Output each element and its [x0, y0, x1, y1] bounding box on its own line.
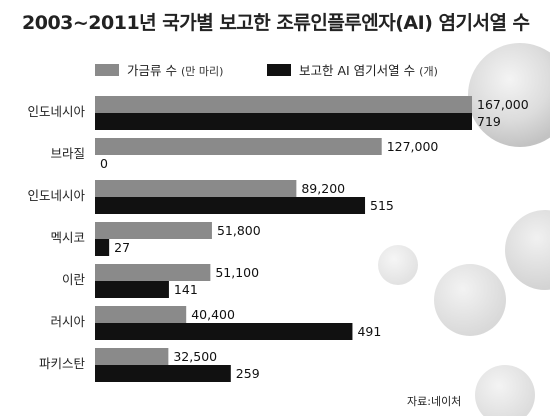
bar-poultry	[95, 96, 472, 113]
bar-sequences	[95, 281, 169, 298]
bar-poultry	[95, 264, 211, 281]
category-label: 멕시코	[50, 230, 85, 245]
legend-unit-sequences: (개)	[419, 65, 438, 78]
bar-sequences	[95, 323, 353, 340]
legend-item-sequences: 보고한 AI 염기서열 수 (개)	[267, 60, 438, 79]
legend-unit-poultry: (만 마리)	[180, 65, 224, 78]
legend-label-sequences: 보고한 AI 염기서열 수	[299, 63, 416, 78]
legend-item-poultry: 가금류 수 (만 마리)	[95, 60, 223, 79]
value-label-sequences: 0	[100, 156, 108, 171]
value-label-sequences: 491	[357, 324, 381, 339]
category-label: 이란	[62, 272, 86, 287]
category-label: 러시아	[50, 314, 85, 329]
value-label-poultry: 40,400	[191, 307, 235, 322]
legend-label-poultry: 가금류 수	[127, 63, 177, 78]
chart-title: 2003~2011년 국가별 보고한 조류인플루엔자(AI) 염기서열 수	[22, 12, 530, 34]
value-label-poultry: 32,500	[173, 349, 217, 364]
bar-sequences	[95, 239, 110, 256]
value-label-poultry: 51,800	[217, 223, 261, 238]
bar-poultry	[95, 306, 187, 323]
value-label-poultry: 167,000	[477, 97, 529, 112]
value-label-sequences: 719	[477, 114, 501, 129]
value-label-sequences: 259	[236, 366, 260, 381]
bar-poultry	[95, 222, 212, 239]
bar-sequences	[95, 113, 472, 130]
category-label: 인도네시아	[27, 104, 85, 119]
bar-sequences	[95, 197, 366, 214]
bar-poultry	[95, 180, 297, 197]
value-label-sequences: 141	[174, 282, 198, 297]
category-label: 파키스탄	[39, 356, 86, 371]
source-note: 자료:네이처	[407, 395, 462, 408]
bar-sequences	[95, 365, 231, 382]
category-label: 브라질	[50, 146, 85, 161]
value-label-sequences: 515	[370, 198, 394, 213]
bar-poultry	[95, 138, 382, 155]
legend-swatch-poultry	[95, 64, 119, 76]
value-label-poultry: 89,200	[301, 181, 345, 196]
value-label-poultry: 51,100	[215, 265, 259, 280]
category-label: 인도네시아	[27, 188, 85, 203]
value-label-sequences: 27	[114, 240, 130, 255]
legend-swatch-sequences	[267, 64, 291, 76]
bar-poultry	[95, 348, 169, 365]
value-label-poultry: 127,000	[387, 139, 439, 154]
